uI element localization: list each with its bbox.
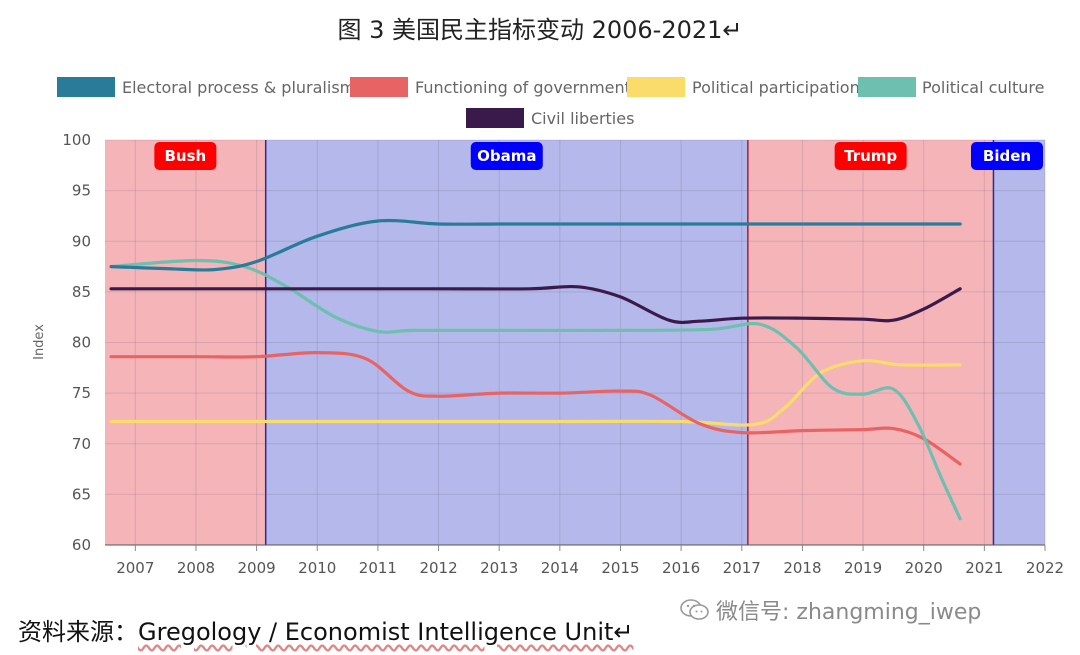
watermark-text: 微信号: zhangming_iwep <box>716 600 982 625</box>
legend-swatch-political-participation <box>627 77 685 97</box>
x-tick-label: 2011 <box>359 559 397 577</box>
legend-label-functioning-of-government: Functioning of government <box>415 78 631 97</box>
x-tick-label: 2019 <box>844 559 882 577</box>
era-band-bush <box>105 140 266 545</box>
era-badge-label: Trump <box>844 147 897 165</box>
source-text: Gregology / Economist Intelligence Unit↵ <box>138 618 634 646</box>
era-badge-obama <box>470 142 543 170</box>
legend-swatch-civil-liberties <box>466 108 524 128</box>
democracy-index-chart: Electoral process & pluralism Functioning… <box>32 77 1064 577</box>
x-tick-label: 2017 <box>723 559 761 577</box>
era-badge-label: Biden <box>983 147 1031 165</box>
legend-label-political-culture: Political culture <box>922 78 1044 97</box>
x-tick-label: 2021 <box>965 559 1003 577</box>
x-tick-label: 2010 <box>298 559 336 577</box>
era-band-biden <box>993 140 1045 545</box>
y-tick-label: 90 <box>72 232 91 250</box>
chart-series <box>109 218 962 521</box>
chart-legend: Electoral process & pluralism Functioning… <box>57 77 1044 128</box>
series-line-political-participation <box>109 358 962 427</box>
y-tick-label: 100 <box>62 131 91 149</box>
x-tick-label: 2018 <box>783 559 821 577</box>
y-tick-label: 80 <box>72 334 91 352</box>
x-tick-label: 2008 <box>177 559 215 577</box>
y-tick-label: 85 <box>72 283 91 301</box>
era-badge-bush <box>154 142 217 170</box>
watermark: 微信号: zhangming_iwep <box>680 594 981 626</box>
series-line-functioning-of-government <box>109 350 962 466</box>
source-label: 资料来源： <box>18 618 138 646</box>
y-tick-label: 65 <box>72 485 91 503</box>
x-tick-label: 2009 <box>238 559 276 577</box>
x-tick-label: 2013 <box>480 559 518 577</box>
chart-grid <box>105 139 1046 546</box>
legend-label-political-participation: Political participation <box>692 78 860 97</box>
era-badge-label: Obama <box>477 147 536 165</box>
x-tick-label: 2012 <box>419 559 457 577</box>
y-tick-label: 70 <box>72 435 91 453</box>
series-line-political-culture <box>109 258 962 521</box>
figure-title: 图 3 美国民主指标变动 2006-2021↵ <box>337 16 743 44</box>
legend-label-electoral-process-pluralism: Electoral process & pluralism <box>122 78 355 97</box>
series-line-electoral-process-pluralism <box>109 218 962 272</box>
x-tick-label: 2015 <box>601 559 639 577</box>
era-badge-trump <box>834 142 907 170</box>
era-badge-label: Bush <box>164 147 206 165</box>
x-tick-label: 2020 <box>905 559 943 577</box>
y-tick-label: 75 <box>72 384 91 402</box>
source-note: 资料来源：Gregology / Economist Intelligence … <box>18 612 634 647</box>
legend-swatch-functioning-of-government <box>350 77 408 97</box>
era-badge-biden <box>971 142 1043 170</box>
legend-swatch-political-culture <box>858 77 916 97</box>
legend-label-civil-liberties: Civil liberties <box>531 109 634 128</box>
x-tick-label: 2014 <box>541 559 579 577</box>
y-tick-label: 60 <box>72 536 91 554</box>
y-axis-label: Index <box>32 324 47 360</box>
wechat-icon <box>680 599 709 620</box>
chart-axes: 60 65 70 75 80 85 90 95 100 2007 2008 2009 2010 2011 2… <box>32 131 1064 577</box>
era-bands <box>105 140 1045 545</box>
series-line-civil-liberties <box>109 284 962 325</box>
era-badges: Bush Obama Trump Biden <box>154 142 1043 170</box>
x-tick-label: 2007 <box>116 559 154 577</box>
y-tick-label: 95 <box>72 182 91 200</box>
x-tick-label: 2022 <box>1026 559 1064 577</box>
x-tick-label: 2016 <box>662 559 700 577</box>
era-band-obama <box>265 140 748 545</box>
legend-swatch-electoral-process-pluralism <box>57 77 115 97</box>
